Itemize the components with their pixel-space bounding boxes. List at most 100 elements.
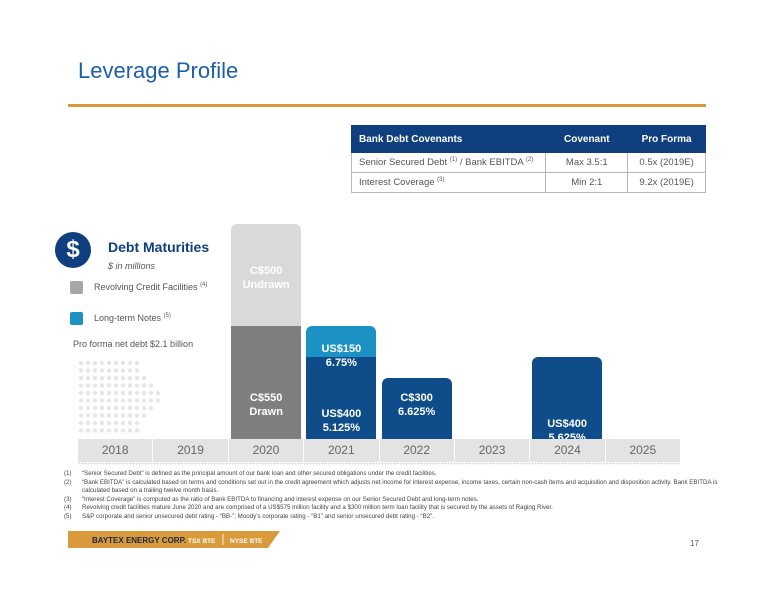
table-row: Interest Coverage (3) Min 2:1 9.2x (2019… [350, 172, 706, 193]
page-title: Leverage Profile [78, 58, 239, 83]
decorative-dot [78, 383, 84, 388]
footnote: (1) “Senior Secured Debt” is defined as t… [64, 470, 729, 479]
decorative-dot [127, 360, 133, 366]
decorative-dot [134, 398, 140, 403]
decorative-dot [99, 413, 105, 418]
bar-segment-2020: C$500 Undrawn [231, 224, 302, 327]
decorative-dot [92, 405, 98, 411]
year-tick: 2018 [78, 439, 154, 462]
decorative-dot [113, 413, 119, 418]
legend-text: Revolving Credit Facilities [94, 282, 198, 292]
decorative-dot [99, 420, 105, 426]
decorative-dot [155, 398, 161, 403]
footnote-text: “Bank EBITDA” is calculated based on ter… [82, 478, 718, 495]
decorative-dot [127, 413, 133, 418]
table-row: Senior Secured Debt (1) / Bank EBITDA (2… [350, 152, 706, 173]
decorative-dot [120, 383, 126, 388]
company-footer-banner: BAYTEX ENERGY CORP. TSX BTE NYSE BTE [68, 531, 280, 548]
decorative-dot [85, 390, 91, 396]
decorative-dot [99, 428, 105, 433]
bar-label-amount: US$150 [321, 343, 362, 356]
bar-label-amount: US$400 [547, 418, 587, 431]
covenant-value-cell: Max 3.5:1 [545, 152, 629, 173]
bar-label-amount: C$550 [249, 392, 283, 405]
decorative-dot [85, 405, 91, 411]
decorative-dot [120, 405, 126, 411]
footnote-text: S&P corporate and senior unsecured debt … [82, 512, 434, 520]
decorative-dot [134, 383, 140, 388]
decorative-dot [113, 368, 119, 373]
year-axis: 2018 2019 2020 2021 2022 2023 2024 2025 [78, 439, 680, 462]
decorative-dot [78, 405, 84, 411]
decorative-dot [113, 390, 119, 396]
year-tick: 2020 [229, 439, 305, 462]
decorative-dot [106, 375, 112, 381]
decorative-dot [106, 398, 112, 403]
bar-label-detail: Drawn [249, 406, 283, 419]
decorative-dot [85, 398, 91, 403]
decorative-dot [127, 368, 133, 373]
decorative-dot [113, 383, 119, 388]
decorative-dot [99, 390, 105, 396]
decorative-dot [78, 413, 84, 418]
footnote-text: “Senior Secured Debt” is defined as the … [82, 470, 437, 477]
decorative-dot [92, 368, 98, 373]
decorative-dot [120, 360, 126, 366]
footnote-number: (3) [64, 495, 72, 503]
pro-forma-cell: 9.2x (2019E) [627, 172, 706, 193]
decorative-dot [106, 405, 112, 411]
decorative-dot [99, 383, 105, 388]
decorative-dot [141, 413, 147, 418]
decorative-dot [85, 368, 91, 373]
decorative-dot [78, 390, 84, 396]
decorative-dot [127, 390, 133, 396]
decorative-dot [92, 398, 98, 403]
decorative-dot [120, 420, 126, 426]
year-tick: 2022 [380, 439, 455, 462]
footnote-ref: (1) [449, 156, 458, 163]
decorative-dot [92, 420, 98, 426]
company-name: BAYTEX ENERGY CORP. [92, 536, 186, 545]
decorative-dot [85, 360, 91, 366]
decorative-dot [113, 428, 119, 433]
decorative-dot [92, 383, 98, 388]
decorative-dot [78, 428, 84, 433]
decorative-dot [85, 375, 91, 381]
decorative-dot [120, 390, 126, 396]
decorative-dot [92, 390, 98, 396]
decorative-dot [134, 413, 140, 418]
footnote-number: (2) [64, 478, 72, 486]
decorative-dot [106, 368, 112, 373]
bar-segment-2022: C$300 6.625% [381, 377, 452, 439]
decorative-dot [141, 390, 147, 396]
footer-banner-shape [68, 531, 280, 548]
footnote: (3) “Interest Coverage” is computed as th… [64, 496, 729, 505]
bar-label-amount: C$300 [400, 391, 433, 404]
covenants-header-cell: Pro Forma [627, 125, 706, 153]
year-tick: 2021 [304, 439, 380, 462]
legend-swatch-notes [70, 312, 83, 325]
covenant-name-cell: Interest Coverage (3) [350, 172, 547, 193]
bar-label-detail: 6.75% [325, 357, 357, 370]
decorative-dot [106, 390, 112, 396]
decorative-dot [113, 360, 119, 366]
decorative-dot [134, 360, 140, 366]
decorative-dot [106, 420, 112, 426]
bar-segment-2021: US$150 6.75% [306, 326, 377, 369]
covenant-name-mid: / Bank EBITDA [457, 157, 524, 169]
bar-label-amount: US$400 [321, 408, 362, 421]
year-tick: 2024 [530, 439, 606, 462]
legend-swatch-revolver [70, 281, 83, 294]
decorative-dot [92, 360, 98, 366]
covenant-name: Interest Coverage [359, 177, 435, 189]
decorative-dot [127, 375, 133, 381]
decorative-dot [120, 413, 126, 418]
decorative-dot [148, 405, 154, 411]
page-number: 17 [690, 539, 699, 548]
decorative-dot [134, 390, 140, 396]
title-divider [68, 104, 706, 107]
decorative-dot [78, 398, 84, 403]
footnote: (5) S&P corporate and senior unsecured de… [64, 513, 729, 522]
decorative-dot [155, 390, 161, 396]
